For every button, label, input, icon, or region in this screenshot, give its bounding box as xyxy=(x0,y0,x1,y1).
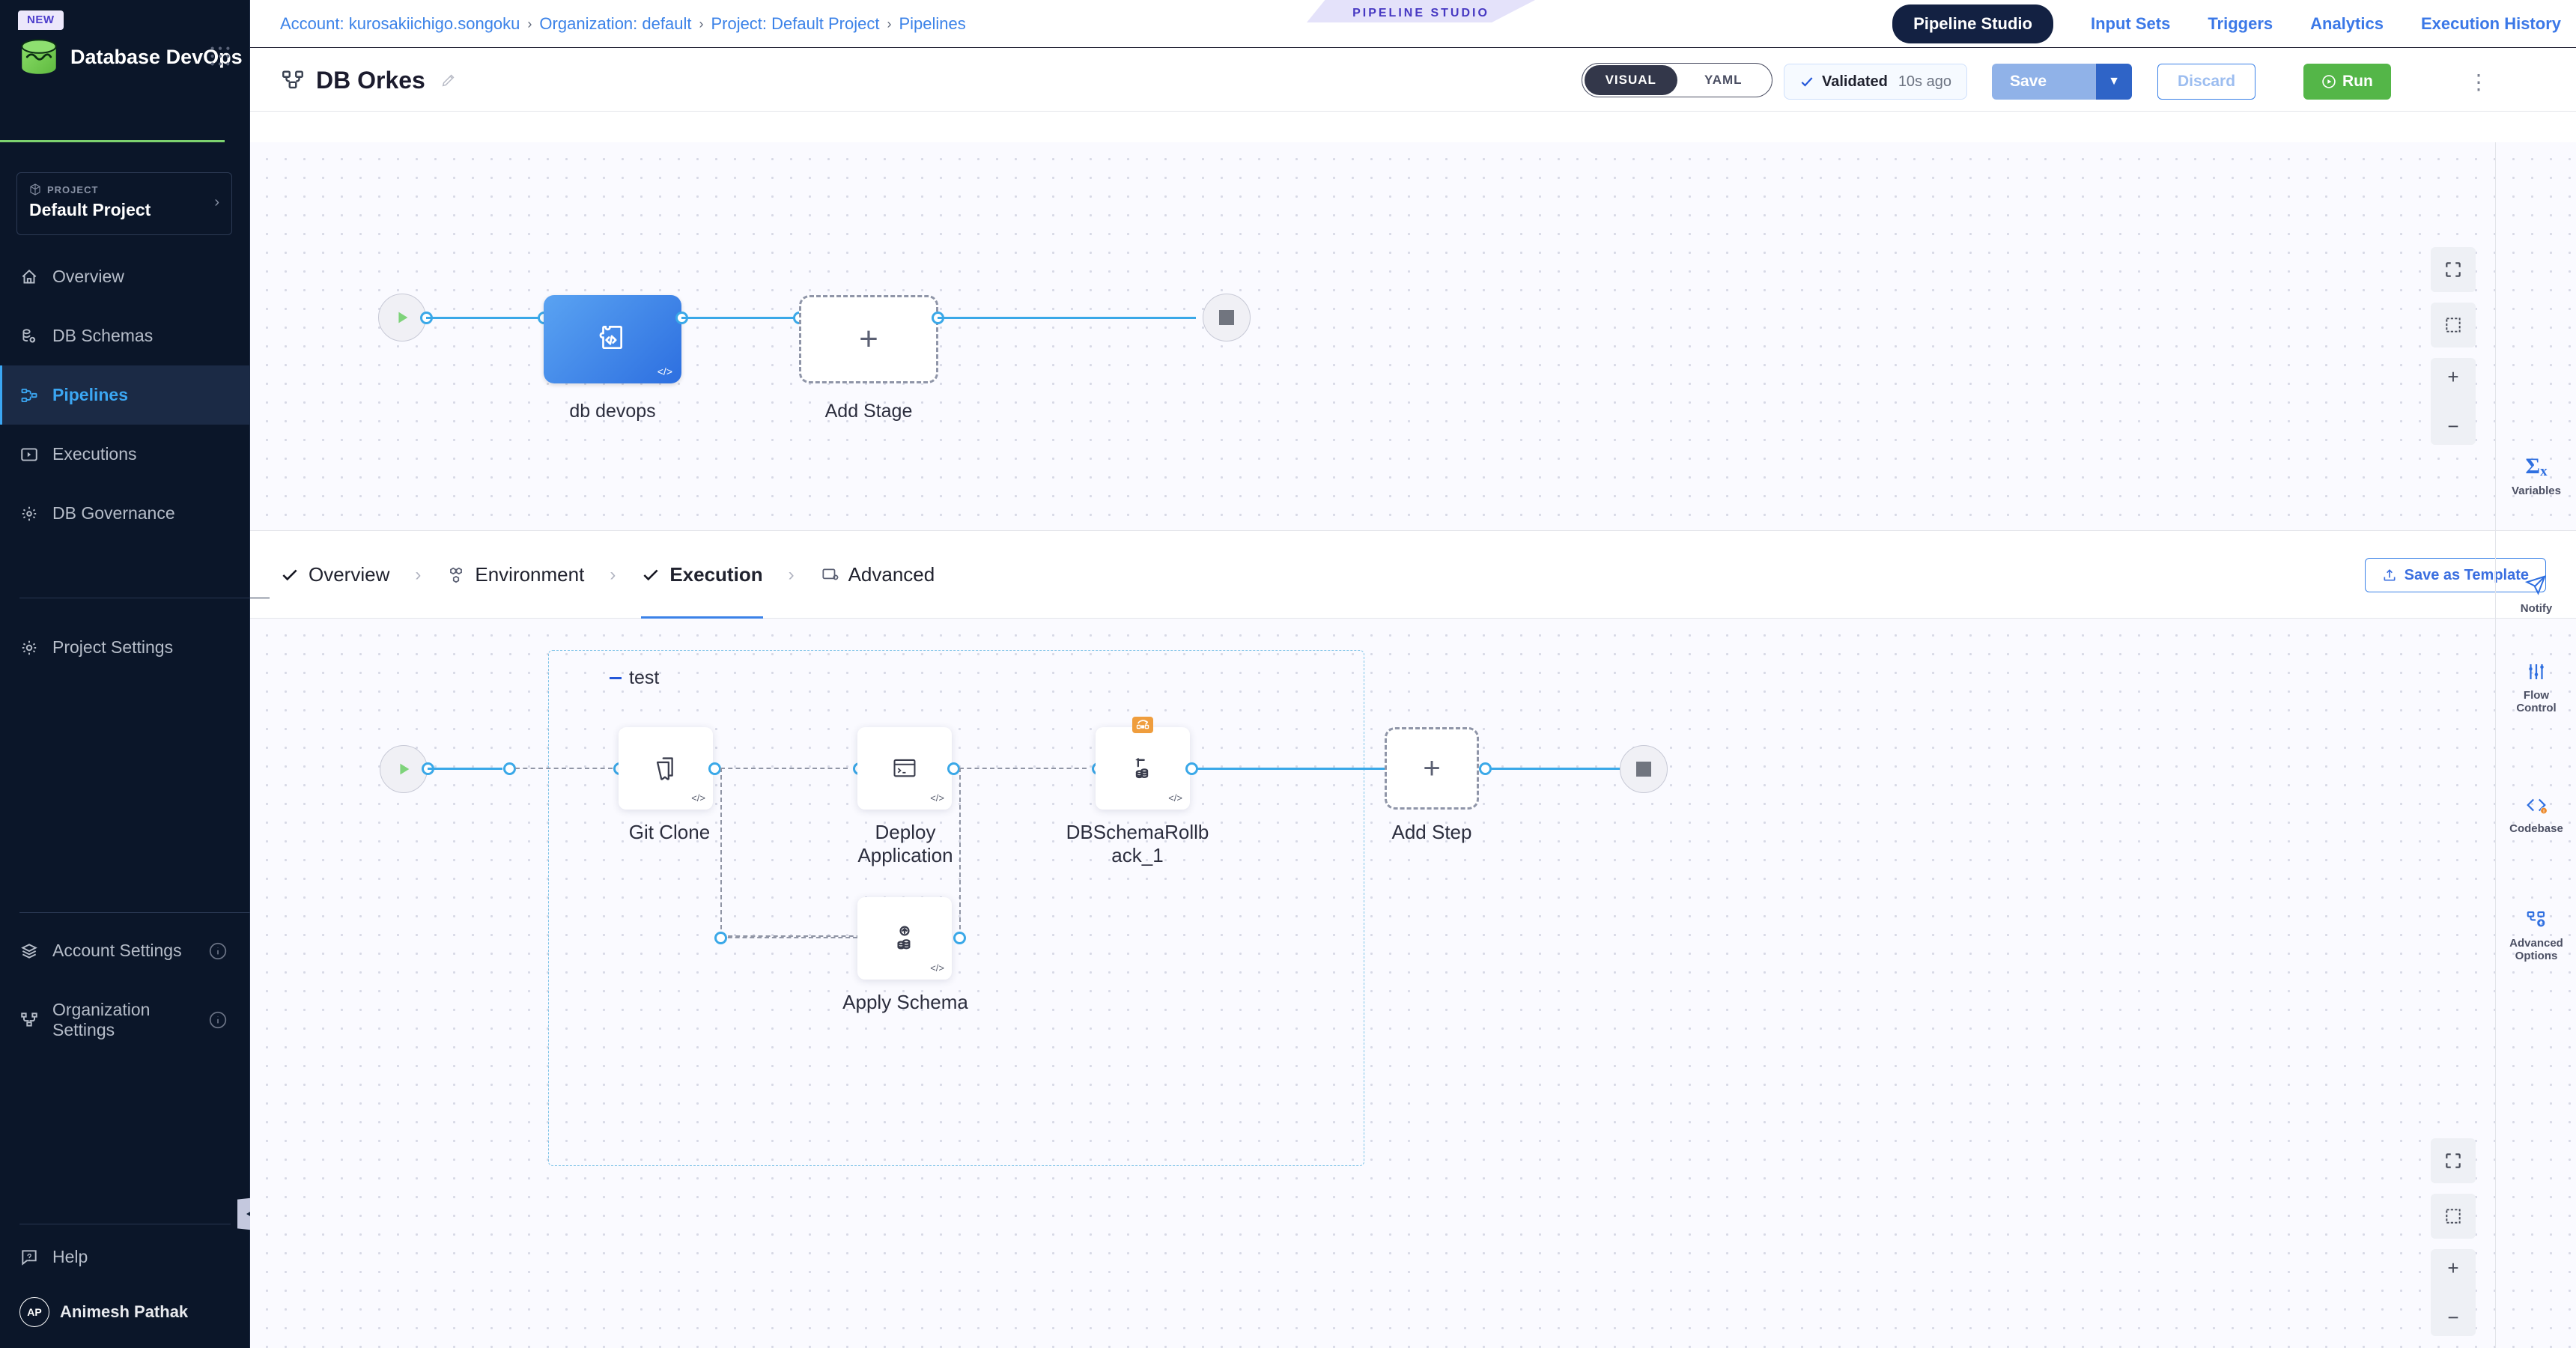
svg-text:!: ! xyxy=(2543,810,2545,815)
